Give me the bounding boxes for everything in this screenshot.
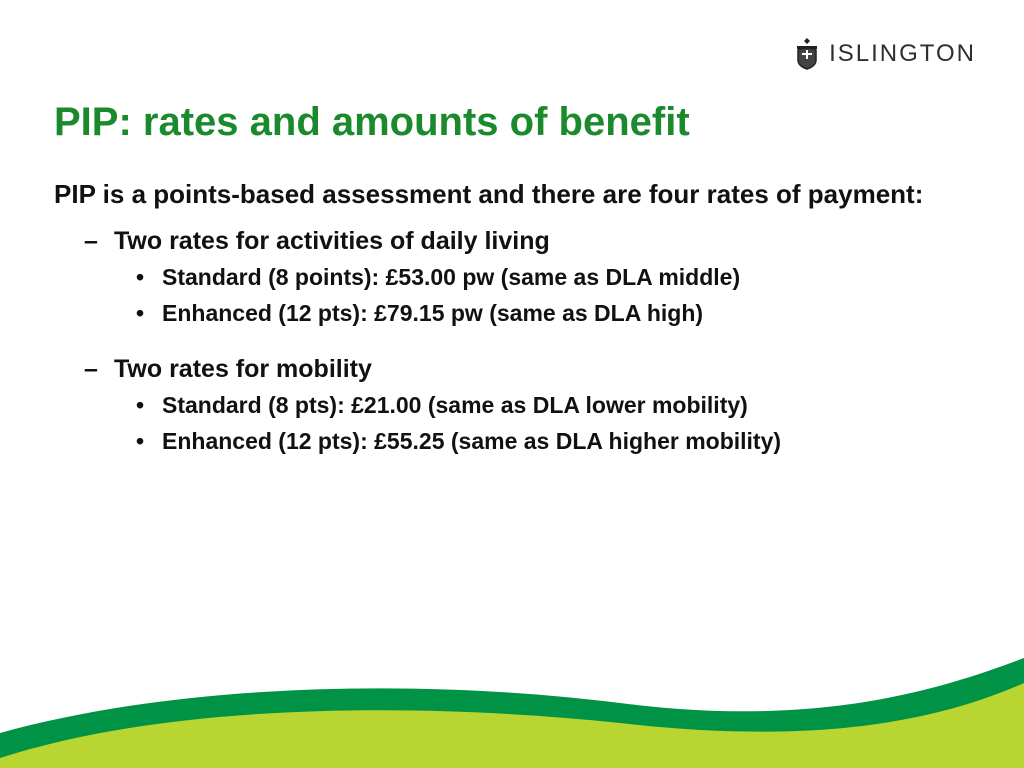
slide-title: PIP: rates and amounts of benefit [54,100,690,145]
wave-light [0,683,1024,768]
footer-wave [0,628,1024,768]
level2-list: Standard (8 points): £53.00 pw (same as … [114,263,964,329]
list-item: Standard (8 pts): £21.00 (same as DLA lo… [162,391,964,421]
section-heading-label: Two rates for activities of daily living [114,227,550,255]
list-item: Enhanced (12 pts): £55.25 (same as DLA h… [162,427,964,457]
section-heading: Two rates for mobility Standard (8 pts):… [114,353,964,457]
level2-list: Standard (8 pts): £21.00 (same as DLA lo… [114,391,964,457]
crest-icon [793,38,821,70]
list-item: Enhanced (12 pts): £79.15 pw (same as DL… [162,299,964,329]
level1-list: Two rates for activities of daily living… [54,225,964,458]
section-heading: Two rates for activities of daily living… [114,225,964,329]
intro-text: PIP is a points-based assessment and the… [54,178,964,211]
wave-dark [0,658,1024,768]
brand-text: ISLINGTON [829,40,976,68]
brand-block: ISLINGTON [793,38,976,70]
list-item: Standard (8 points): £53.00 pw (same as … [162,263,964,293]
section-heading-label: Two rates for mobility [114,355,372,383]
slide-body: PIP is a points-based assessment and the… [54,178,964,481]
slide: ISLINGTON PIP: rates and amounts of bene… [0,0,1024,768]
